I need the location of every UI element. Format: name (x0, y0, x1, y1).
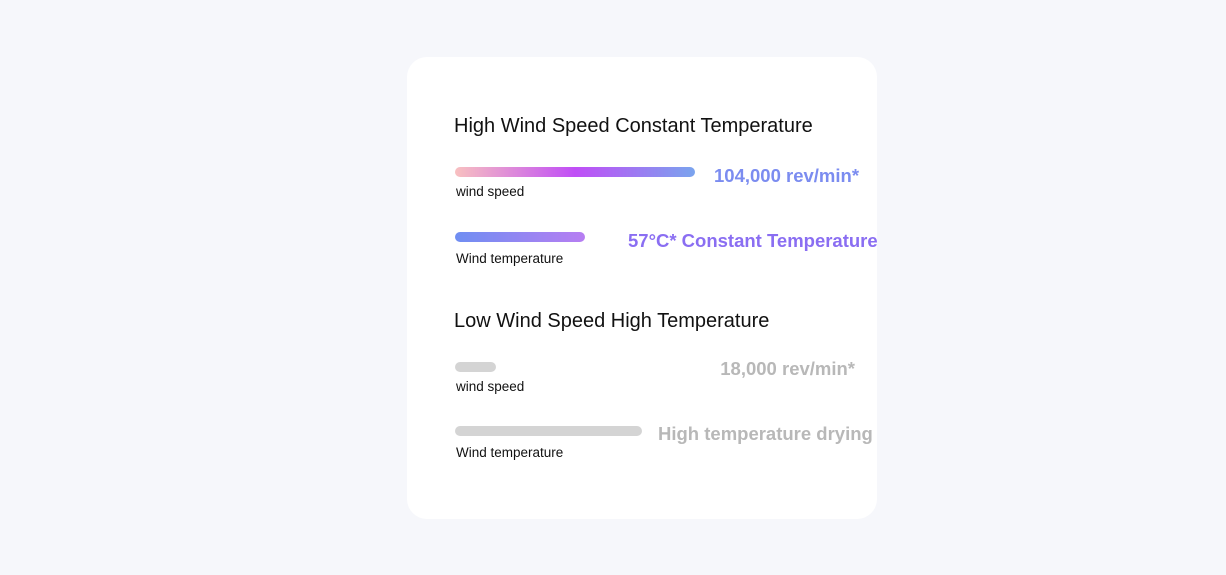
wind-speed-value: 18,000 rev/min* (720, 358, 855, 379)
wind-temperature-bar (455, 426, 643, 436)
section-title-low-wind: Low Wind Speed High Temperature (454, 310, 770, 332)
wind-temperature-value: 57°C* Constant Temperature (628, 230, 878, 251)
wind-temperature-bar (455, 232, 585, 242)
wind-temperature-value: High temperature drying (658, 423, 873, 444)
wind-speed-bar (455, 362, 496, 372)
wind-speed-bar (455, 167, 695, 177)
wind-speed-label: wind speed (456, 379, 525, 394)
wind-temperature-label: Wind temperature (456, 251, 564, 266)
section-title-high-wind: High Wind Speed Constant Temperature (454, 115, 813, 137)
wind-speed-label: wind speed (456, 184, 525, 199)
wind-speed-value: 104,000 rev/min* (714, 165, 860, 186)
wind-temperature-label: Wind temperature (456, 445, 564, 460)
comparison-card: High Wind Speed Constant Temperature 104… (407, 57, 878, 519)
